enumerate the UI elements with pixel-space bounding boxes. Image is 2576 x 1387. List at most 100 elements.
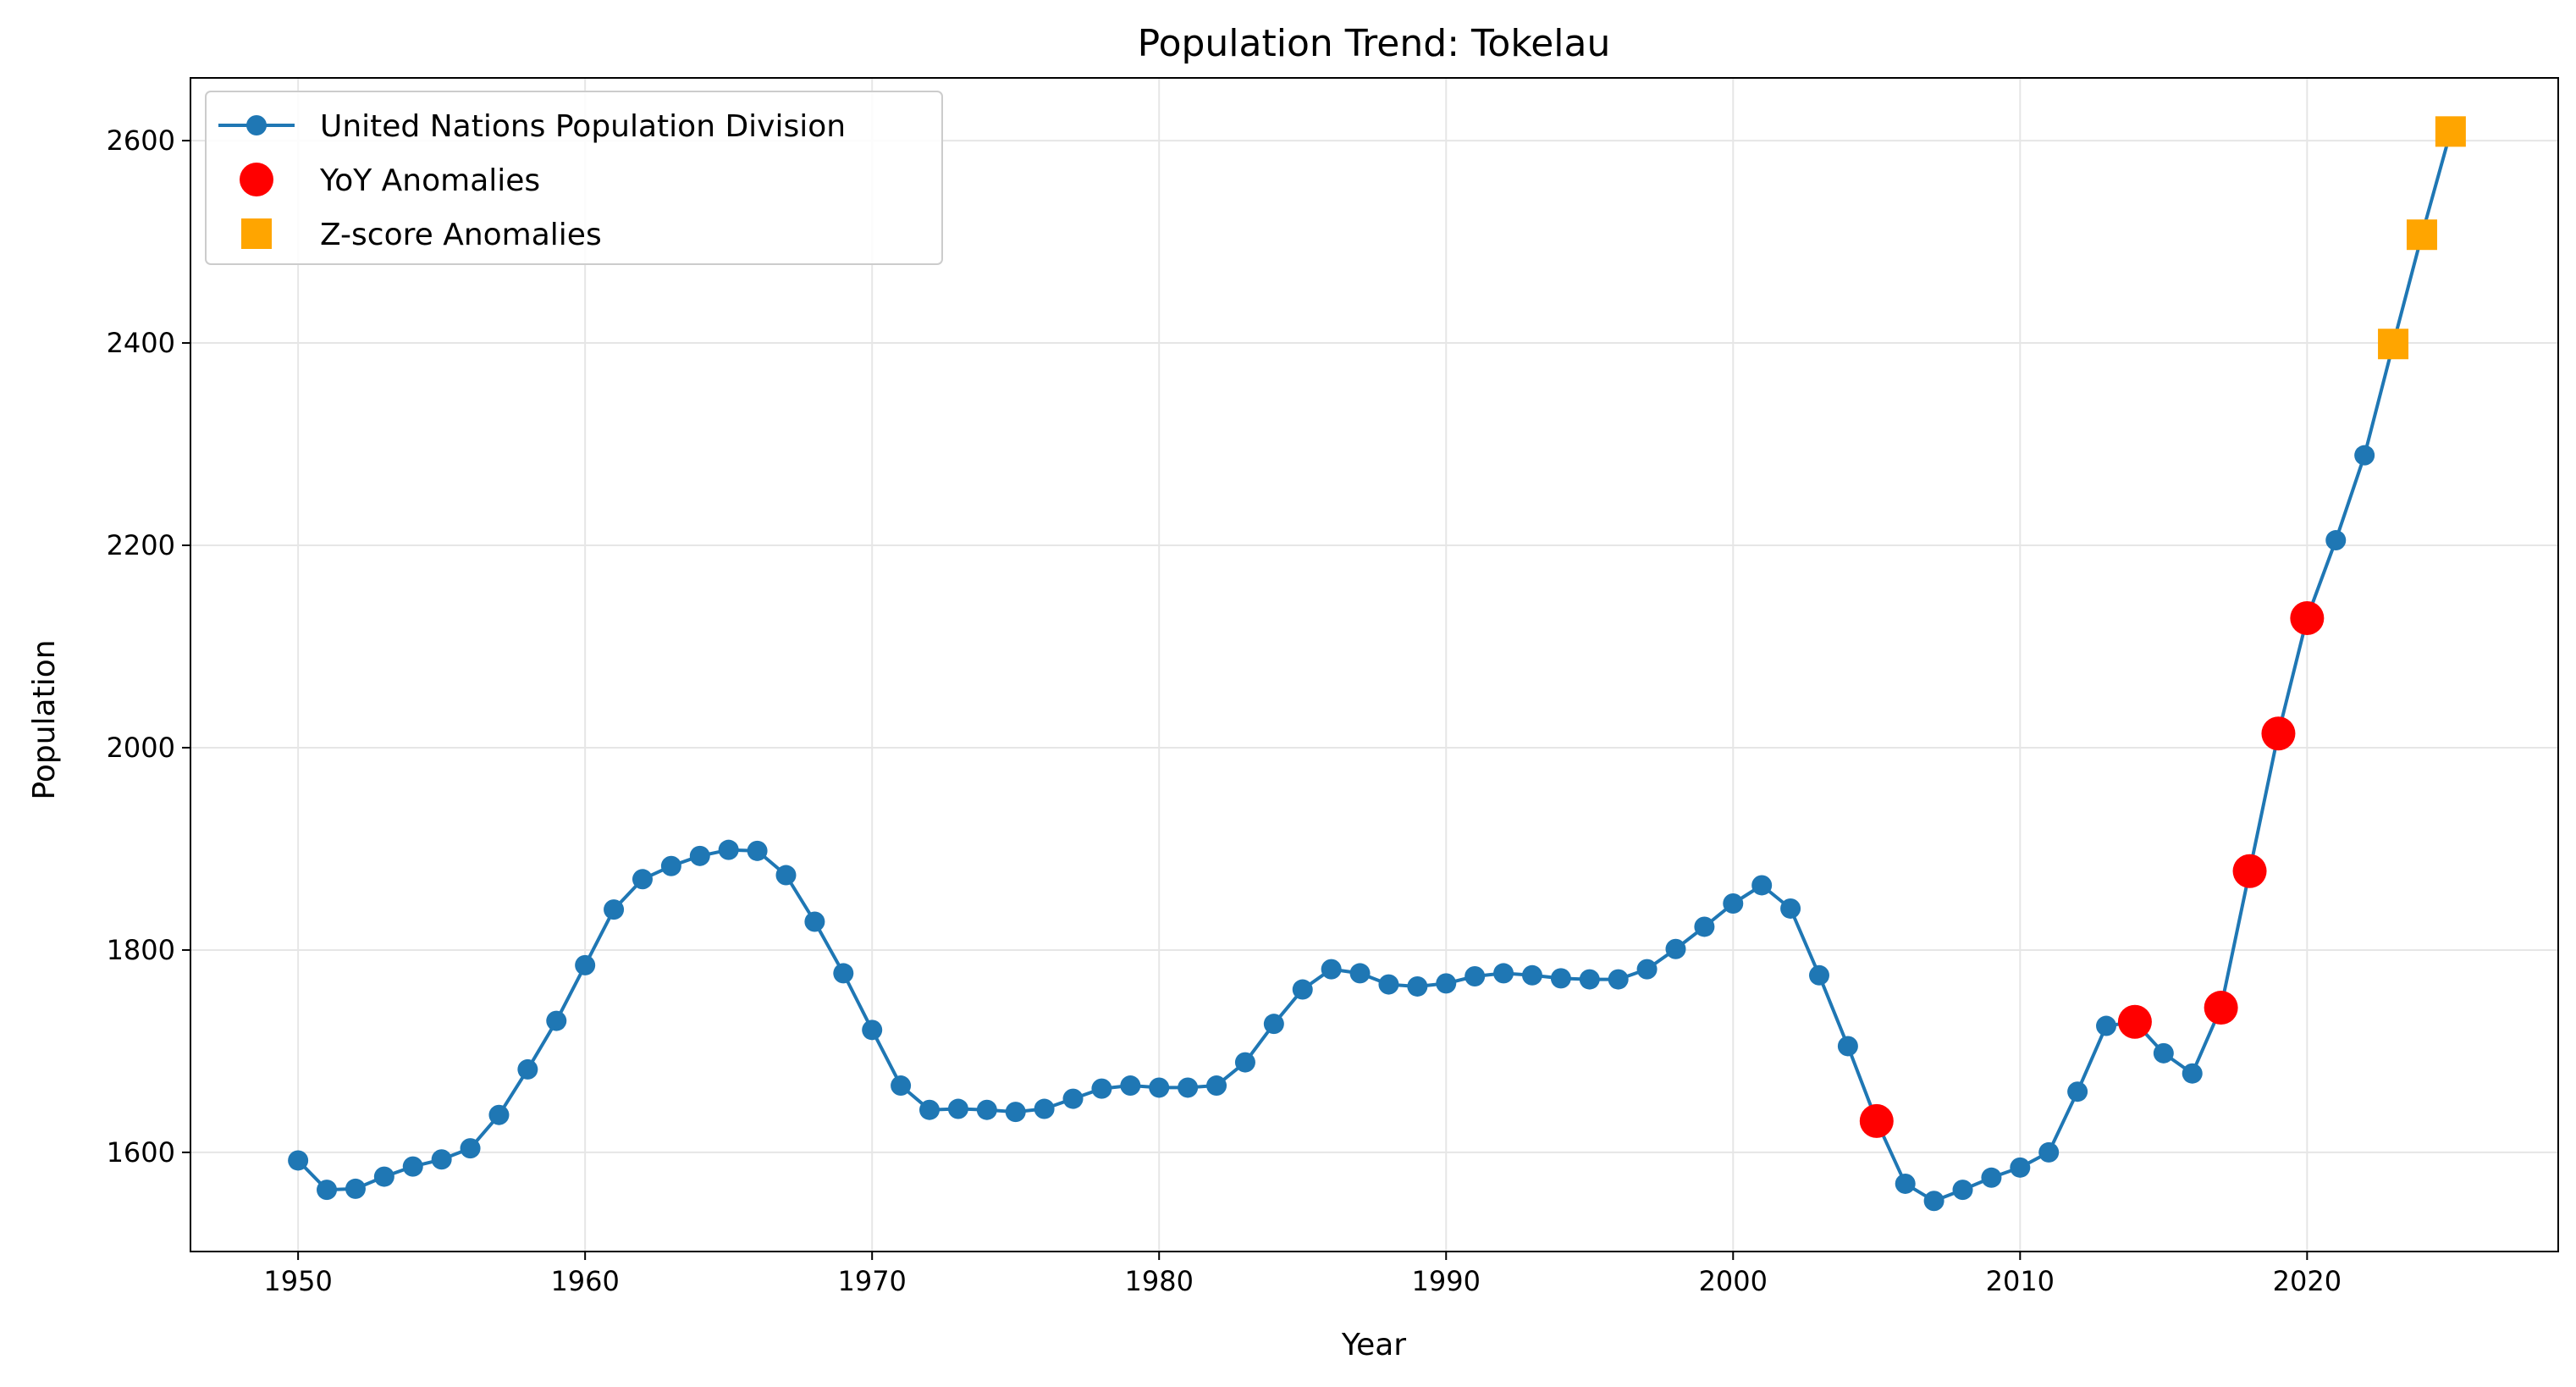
- legend-label: Z-score Anomalies: [320, 218, 602, 252]
- zscore-anomaly-point: [2406, 219, 2437, 251]
- population-point: [2325, 530, 2347, 551]
- population-line: [296, 130, 2452, 1203]
- population-point: [517, 1058, 538, 1080]
- population-point: [747, 840, 768, 861]
- population-point: [1034, 1098, 1055, 1119]
- y-tick-label: 2000: [107, 732, 175, 764]
- y-tick-label: 2400: [107, 327, 175, 359]
- population-point: [660, 855, 681, 876]
- population-point: [2067, 1081, 2088, 1102]
- population-point: [488, 1104, 510, 1125]
- plot-series: [288, 116, 2466, 1212]
- y-tick-label: 1800: [107, 934, 175, 966]
- population-point: [288, 1150, 309, 1171]
- population-point: [1378, 974, 1399, 995]
- legend-zscore-swatch: [241, 218, 272, 249]
- axes: 1950 1960 1970 1980 1990 2000 2010 2020 1600 1800…: [107, 124, 2342, 1297]
- population-point: [718, 839, 739, 860]
- yoy-anomaly-point: [2261, 716, 2296, 751]
- population-point: [604, 899, 625, 920]
- population-point: [1234, 1052, 1255, 1073]
- population-point: [1550, 968, 1571, 989]
- population-point: [1436, 973, 1457, 994]
- population-point: [575, 954, 596, 975]
- y-axis-title: Population: [27, 639, 62, 799]
- x-tick-label: 1960: [550, 1265, 619, 1297]
- yoy-anomaly-point: [2232, 854, 2267, 888]
- population-point: [1206, 1075, 1227, 1097]
- population-point: [373, 1166, 394, 1187]
- x-tick-label: 1950: [263, 1265, 332, 1297]
- population-point: [1808, 964, 1829, 986]
- population-point: [1407, 975, 1428, 997]
- zscore-anomaly-point: [2378, 329, 2409, 360]
- population-point: [1952, 1180, 1973, 1201]
- population-point: [2182, 1063, 2203, 1084]
- x-tick-label: 2020: [2273, 1265, 2342, 1297]
- population-point: [1062, 1088, 1084, 1109]
- legend-label: YoY Anomalies: [319, 163, 540, 198]
- x-tick-label: 2010: [1986, 1265, 2055, 1297]
- population-point: [1981, 1167, 2002, 1188]
- x-tick-label: 1990: [1412, 1265, 1481, 1297]
- population-point: [1895, 1173, 1916, 1194]
- zscore-anomaly-point: [2435, 116, 2466, 147]
- population-point: [2010, 1157, 2031, 1178]
- population-point: [1923, 1191, 1944, 1212]
- population-point: [1149, 1077, 1170, 1098]
- population-point: [1005, 1102, 1026, 1123]
- population-point: [460, 1138, 481, 1159]
- population-point: [1665, 938, 1686, 959]
- population-point: [2038, 1141, 2060, 1163]
- population-point: [431, 1149, 452, 1170]
- population-point: [1751, 875, 1773, 896]
- yoy-anomaly-point: [2204, 991, 2238, 1025]
- population-point: [1120, 1075, 1141, 1097]
- population-point: [804, 911, 825, 932]
- plot-frame: [190, 77, 2559, 1252]
- population-point: [1263, 1014, 1284, 1035]
- yoy-anomaly-point: [2117, 1004, 2152, 1039]
- population-point: [1178, 1077, 1199, 1098]
- population-point: [1608, 969, 1629, 990]
- population-point: [775, 865, 797, 886]
- x-tick-label: 1980: [1125, 1265, 1194, 1297]
- population-point: [1579, 969, 1600, 990]
- population-point: [891, 1075, 912, 1097]
- x-tick-label: 2000: [1699, 1265, 1768, 1297]
- chart-title: Population Trend: Tokelau: [1138, 22, 1611, 65]
- population-point: [1493, 963, 1514, 984]
- population-point: [947, 1098, 968, 1119]
- population-point: [976, 1099, 997, 1120]
- population-point: [862, 1020, 883, 1041]
- population-point: [1465, 966, 1486, 987]
- legend: United Nations Population Division YoY An…: [205, 91, 943, 265]
- population-point: [345, 1178, 366, 1199]
- population-point: [689, 845, 710, 866]
- population-point: [1837, 1036, 1858, 1057]
- legend-line-marker: [246, 115, 267, 135]
- y-tick-label: 2600: [107, 124, 175, 157]
- x-tick-label: 1970: [837, 1265, 906, 1297]
- population-point: [1636, 959, 1658, 980]
- population-point: [632, 869, 653, 890]
- yoy-anomaly-point: [1859, 1103, 1894, 1138]
- population-point: [1694, 916, 1715, 937]
- y-tick-label: 2200: [107, 529, 175, 561]
- population-point: [1292, 979, 1313, 1000]
- population-point: [1780, 898, 1801, 919]
- population-point: [833, 963, 854, 984]
- population-point: [402, 1156, 423, 1177]
- legend-label: United Nations Population Division: [320, 109, 846, 144]
- x-axis-title: Year: [1341, 1328, 1406, 1362]
- grid-lines: [190, 78, 2558, 1252]
- population-point: [1723, 892, 1744, 914]
- population-point: [317, 1180, 338, 1201]
- population-point: [1521, 964, 1542, 986]
- population-point: [919, 1099, 940, 1120]
- population-point: [546, 1010, 567, 1031]
- population-point: [1349, 963, 1371, 984]
- y-tick-label: 1600: [107, 1136, 175, 1169]
- yoy-anomaly-point: [2290, 601, 2325, 636]
